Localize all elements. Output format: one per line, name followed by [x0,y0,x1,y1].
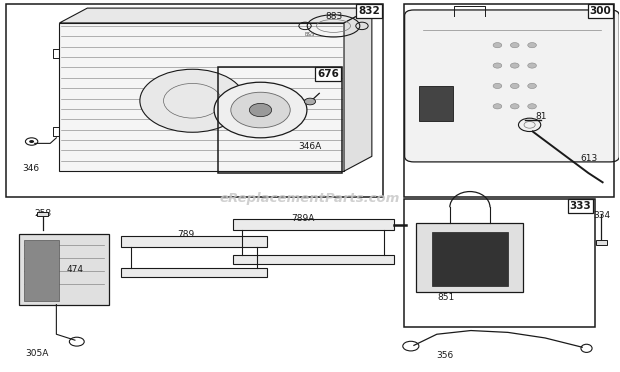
Circle shape [528,42,536,48]
Bar [218,67,342,173]
Circle shape [493,63,502,68]
Circle shape [493,42,502,48]
Text: 883: 883 [325,12,342,21]
Circle shape [510,83,519,89]
Circle shape [493,83,502,89]
Circle shape [29,140,34,143]
Text: 474: 474 [66,264,84,273]
Polygon shape [122,236,267,247]
Text: B&S: B&S [305,32,315,36]
Text: eReplacementParts.com: eReplacementParts.com [220,192,400,205]
Polygon shape [344,8,372,171]
Polygon shape [60,23,344,171]
Text: 356: 356 [436,351,453,360]
Text: 676: 676 [317,69,339,79]
Text: 613: 613 [580,154,598,163]
Circle shape [528,63,536,68]
Circle shape [493,104,502,109]
Circle shape [249,103,272,117]
Polygon shape [419,86,453,121]
Polygon shape [432,232,508,286]
Bar [404,4,614,197]
Circle shape [214,82,307,138]
Circle shape [510,104,519,109]
Circle shape [528,104,536,109]
Text: 346A: 346A [298,141,322,151]
Polygon shape [60,8,372,23]
Text: 81: 81 [536,112,547,121]
Text: 851: 851 [438,294,454,302]
Circle shape [528,83,536,89]
Text: 346: 346 [22,164,39,173]
Bar [404,199,595,327]
Circle shape [510,42,519,48]
Polygon shape [417,223,523,292]
Text: 305A: 305A [25,349,48,358]
Circle shape [510,63,519,68]
Polygon shape [232,254,394,264]
Circle shape [304,98,316,105]
Bar [596,240,607,245]
Polygon shape [24,240,60,301]
Text: 333: 333 [570,201,591,211]
FancyBboxPatch shape [405,10,619,162]
Text: 258: 258 [34,209,51,218]
Bar [6,4,383,197]
Text: 789: 789 [178,231,195,240]
Polygon shape [122,267,267,277]
Text: 789A: 789A [291,214,314,223]
Bar [37,212,48,217]
Circle shape [231,92,290,128]
Text: 300: 300 [590,6,611,16]
Polygon shape [232,219,394,231]
Text: 334: 334 [593,211,610,220]
Text: 832: 832 [358,6,380,16]
Polygon shape [19,234,109,305]
Circle shape [140,69,245,132]
